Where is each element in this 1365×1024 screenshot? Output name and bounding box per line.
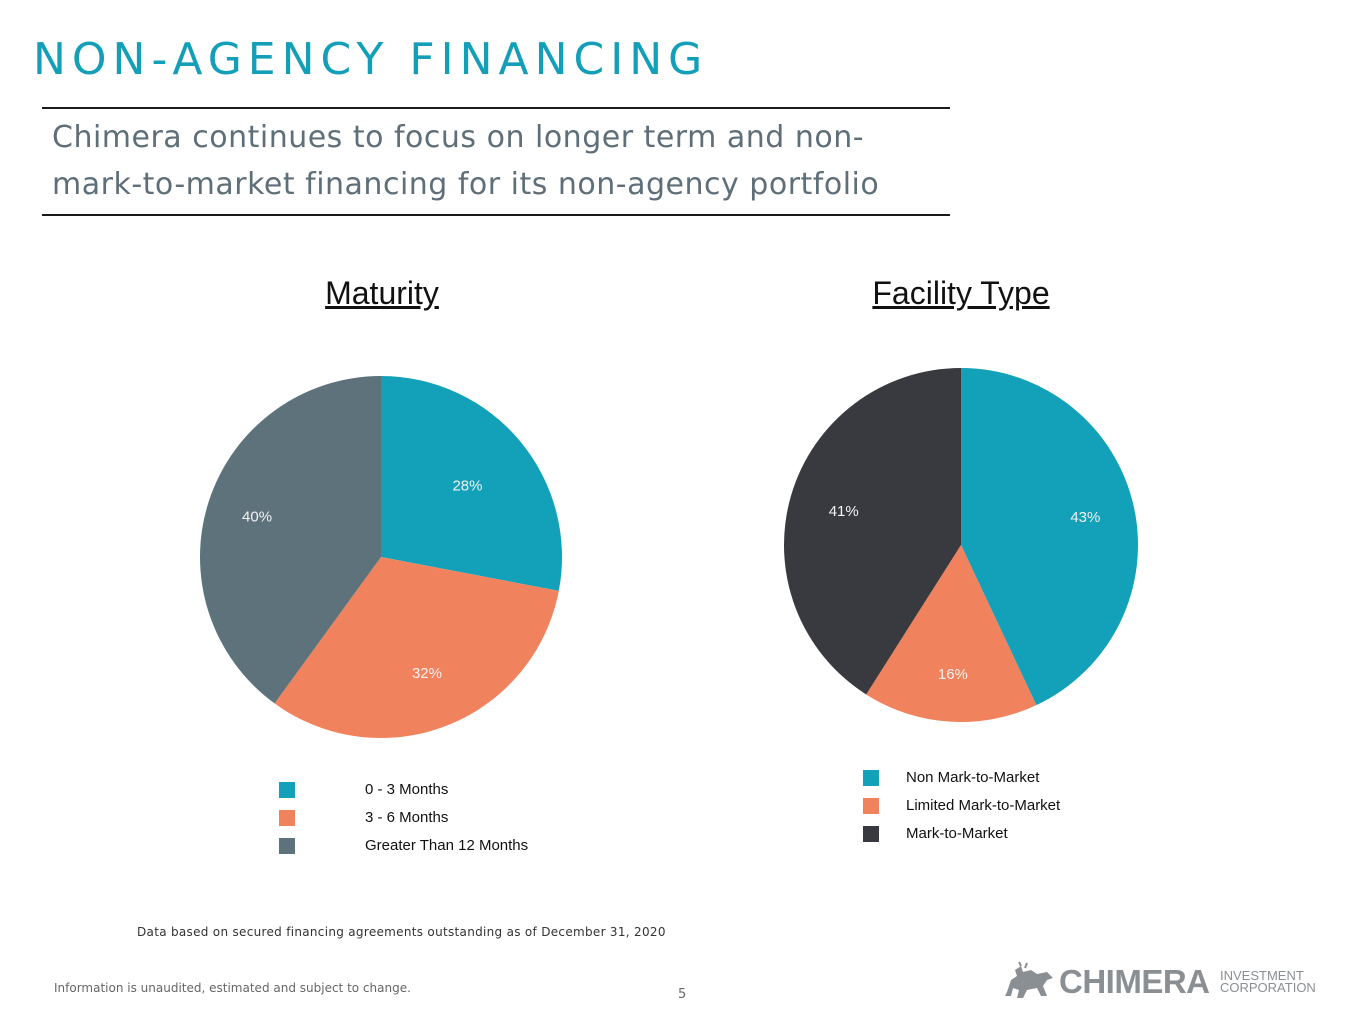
legend-label: Non Mark-to-Market — [906, 769, 1040, 786]
disclaimer: Information is unaudited, estimated and … — [54, 981, 411, 995]
facility-slice-mark-to-market — [783, 368, 961, 695]
page-subtitle: Chimera continues to focus on longer ter… — [52, 120, 880, 202]
facility-chart-title: Facility Type — [872, 275, 1050, 311]
legend-label: Greater Than 12 Months — [365, 837, 529, 854]
logo-wordmark: CHIMERA — [1059, 963, 1210, 1000]
facility-data-label-limited-mark-to-market: 16% — [938, 666, 968, 683]
logo-line-1: INVESTMENT — [1220, 968, 1304, 983]
legend-label: Mark-to-Market — [906, 825, 1008, 842]
maturity-slice-greater-than-12-months — [200, 376, 381, 704]
page-number: 5 — [678, 987, 687, 1002]
maturity-slice-0-3-months — [381, 376, 562, 591]
chimera-creature-icon — [1005, 962, 1053, 998]
maturity-data-label-3-6-months: 32% — [412, 665, 442, 682]
facility-data-label-non-mark-to-market: 43% — [1070, 509, 1100, 526]
legend-swatch — [863, 798, 879, 814]
legend-label: 0 - 3 Months — [365, 781, 449, 798]
legend-label: Limited Mark-to-Market — [906, 797, 1061, 814]
maturity-slice-3-6-months — [274, 557, 559, 738]
maturity-pie: 28% 32% 40% — [200, 376, 562, 738]
subtitle-rule-bottom — [42, 214, 950, 216]
footnote: Data based on secured financing agreemen… — [137, 925, 666, 939]
legend-swatch — [863, 826, 879, 842]
facility-slice-limited-mark-to-market — [866, 545, 1037, 722]
page-title: NON-AGENCY FINANCING — [33, 34, 709, 85]
maturity-chart-title: Maturity — [325, 275, 439, 311]
subtitle-rule-top — [42, 107, 950, 109]
maturity-data-label-0-3-months: 28% — [452, 477, 482, 494]
facility-data-label-mark-to-market: 41% — [829, 503, 859, 520]
logo-subtext: INVESTMENT CORPORATION — [1220, 968, 1316, 995]
facility-pie: 43% 16% 41% — [783, 368, 1138, 722]
legend-swatch — [279, 782, 295, 798]
facility-slice-non-mark-to-market — [961, 368, 1138, 706]
legend-swatch — [279, 810, 295, 826]
company-logo: CHIMERA INVESTMENT CORPORATION — [1003, 960, 1343, 1002]
legend-label: 3 - 6 Months — [365, 809, 449, 826]
legend-swatch — [863, 770, 879, 786]
maturity-data-label-greater-than-12-months: 40% — [242, 509, 272, 526]
legend-swatch — [279, 838, 295, 854]
logo-line-2: CORPORATION — [1220, 980, 1316, 995]
